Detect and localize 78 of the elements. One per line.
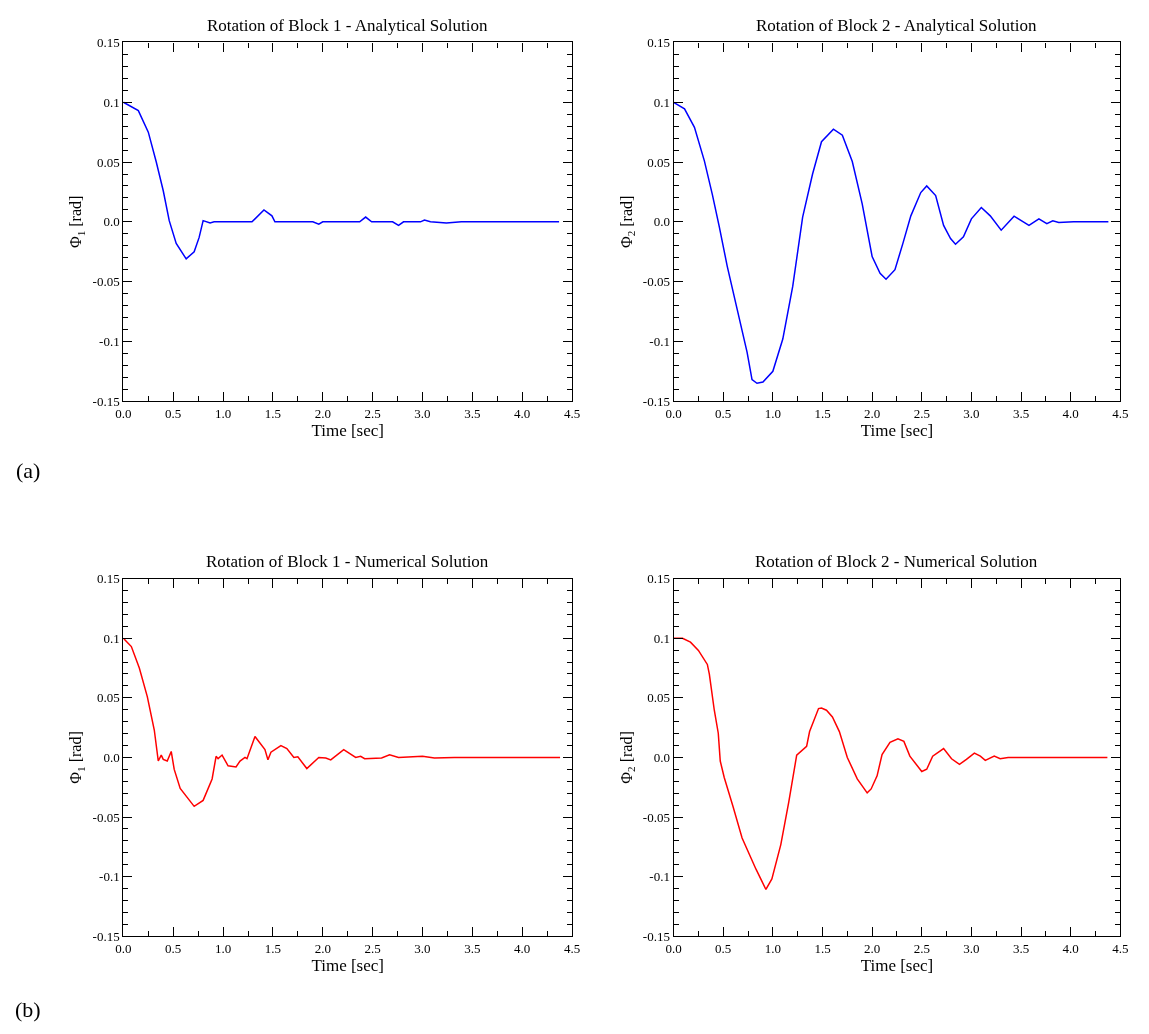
y-tick-label: 0.0 [653, 750, 670, 766]
chart-title: Rotation of Block 1 - Numerical Solution [206, 552, 489, 571]
y-tick-label: 0.0 [653, 214, 670, 230]
x-axis-title: Time [sec] [860, 956, 934, 976]
line-series [123, 101, 560, 260]
x-tick-label: 0.5 [165, 941, 182, 957]
y-tick-label: 0.15 [647, 35, 670, 51]
text: (b) [15, 997, 41, 1022]
y-tick-label: 0.1 [103, 94, 120, 110]
x-tick-label: 3.0 [963, 941, 980, 957]
y-tick-label: -0.15 [642, 928, 670, 944]
x-axis-title: Time [sec] [311, 421, 384, 441]
y-tick-label: 0.05 [96, 690, 120, 706]
x-axis-title: Time [sec] [311, 956, 384, 976]
y-tick-label: 0.1 [653, 630, 670, 646]
x-tick-label: 4.5 [563, 941, 581, 957]
x-tick-label: 4.0 [1062, 405, 1079, 421]
x-tick-label: 4.5 [1112, 941, 1129, 957]
chart-title: Rotation of Block 2 - Analytical Solution [756, 16, 1037, 35]
x-tick-label: 1.0 [214, 941, 232, 957]
x-tick-label: 3.0 [414, 941, 431, 957]
line-series [673, 101, 1110, 385]
y-tick-label: 0.05 [647, 154, 670, 170]
x-tick-label: 2.0 [314, 405, 331, 421]
x-tick-label: 0.0 [115, 941, 132, 957]
x-tick-label: 2.5 [364, 405, 381, 421]
x-tick-label: 0.5 [715, 941, 732, 957]
x-tick-label: 3.0 [414, 405, 431, 421]
x-tick-label: 0.5 [165, 405, 182, 421]
x-tick-label: 2.5 [364, 941, 381, 957]
y-tick-label: -0.1 [99, 869, 120, 885]
y-tick-label: -0.05 [642, 809, 670, 825]
x-tick-label: 3.5 [464, 405, 481, 421]
x-tick-label: 2.0 [314, 941, 331, 957]
x-tick-label: 1.0 [764, 405, 781, 421]
y-tick-label: -0.05 [642, 274, 670, 290]
y-tick-label: -0.1 [649, 333, 670, 349]
x-tick-label: 4.5 [1112, 405, 1129, 421]
x-tick-label: 2.0 [864, 941, 881, 957]
chart-title: Rotation of Block 2 - Numerical Solution [755, 552, 1038, 571]
y-tick-label: 0.15 [96, 571, 120, 587]
x-tick-label: 1.5 [264, 405, 282, 421]
y-tick-label: 0.05 [96, 154, 120, 170]
x-tick-label: 4.0 [1062, 941, 1079, 957]
line-series [123, 637, 561, 808]
y-tick-label: 0.0 [103, 750, 120, 766]
chart-title: Rotation of Block 1 - Analytical Solution [207, 16, 488, 35]
x-tick-label: 0.5 [715, 405, 732, 421]
x-tick-label: 4.0 [514, 941, 531, 957]
y-tick-label: 0.05 [647, 690, 670, 706]
x-tick-label: 2.5 [913, 405, 930, 421]
x-tick-label: 1.5 [814, 405, 831, 421]
y-tick-label: -0.05 [92, 274, 120, 290]
y-tick-label: 0.15 [96, 35, 120, 51]
y-tick-label: -0.05 [92, 809, 120, 825]
x-tick-label: 1.5 [264, 941, 282, 957]
x-tick-label: 3.5 [1012, 405, 1030, 421]
x-tick-label: 0.0 [665, 941, 682, 957]
y-tick-label: -0.15 [92, 928, 120, 944]
x-tick-label: 2.5 [913, 941, 930, 957]
x-tick-label: 4.0 [514, 405, 531, 421]
x-tick-label: 3.5 [1012, 941, 1030, 957]
y-tick-label: -0.1 [649, 869, 670, 885]
x-axis-title: Time [sec] [860, 421, 934, 441]
x-tick-label: 3.0 [963, 405, 980, 421]
y-tick-label: 0.15 [647, 571, 670, 587]
line-series [673, 637, 1109, 891]
x-tick-label: 4.5 [563, 405, 581, 421]
y-tick-label: -0.1 [99, 333, 120, 349]
text: (a) [16, 458, 41, 483]
x-tick-label: 1.0 [214, 405, 232, 421]
y-tick-label: 0.1 [653, 94, 670, 110]
x-tick-label: 3.5 [464, 941, 481, 957]
x-tick-label: 1.0 [764, 941, 781, 957]
x-tick-label: 1.5 [814, 941, 831, 957]
y-tick-label: 0.0 [103, 214, 120, 230]
x-tick-label: 2.0 [864, 405, 881, 421]
y-tick-label: 0.1 [103, 630, 120, 646]
